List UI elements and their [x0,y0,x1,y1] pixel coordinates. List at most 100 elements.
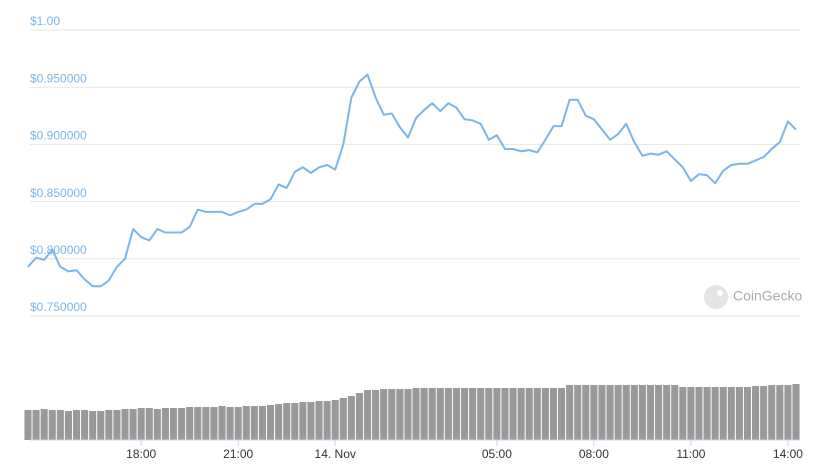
volume-bar [461,388,469,440]
volume-bar [719,387,727,440]
volume-bar [533,388,541,440]
volume-bar [582,385,590,440]
volume-bar [355,393,363,440]
volume-bar [202,407,210,440]
volume-bar [671,385,679,440]
volume-bar [40,409,48,440]
volume-bar [760,386,768,440]
x-tick-label: 14. Nov [315,447,356,461]
volume-bar [420,388,428,440]
volume-bar [194,407,202,440]
volume-bar [56,410,64,440]
volume-bar [186,407,194,440]
volume-bar [331,400,339,440]
volume-bar [97,411,105,440]
volume-bar [655,385,663,440]
volume-bar [469,388,477,440]
volume-bar [711,387,719,440]
y-tick-label: $1.00 [30,14,60,28]
price-line [27,73,797,288]
volume-bar [695,387,703,440]
volume-bar [258,406,266,440]
volume-bar [169,408,178,440]
x-tick-label: 08:00 [579,447,609,461]
volume-bar [679,387,687,440]
watermark-logo-eye [717,290,723,296]
volume-bar [574,385,582,440]
volume-bar [299,402,307,440]
volume-bar [509,388,517,440]
volume-bar [388,389,396,440]
volume-bar [307,402,315,440]
volume-bar [558,388,566,440]
x-tick-label: 11:00 [676,447,705,461]
y-tick-label: $0.850000 [30,186,87,200]
volume-bar [549,388,558,440]
volume-bar [436,388,444,440]
y-tick-label: $0.900000 [30,129,87,143]
watermark: CoinGecko [704,285,802,309]
volume-bar [646,385,655,440]
x-tick-label: 05:00 [482,447,512,461]
volume-bar [48,410,56,440]
volume-bar [396,389,404,440]
volume-bar [590,385,598,440]
volume-bar [153,409,161,440]
volume-bar [32,410,40,440]
volume-bar [64,411,72,440]
volume-bar [428,388,436,440]
volume-bar [412,388,420,440]
volume-bar [663,385,671,440]
volume-bar [137,408,145,440]
volume-bar [727,387,735,440]
volume-bar [792,384,800,440]
volume-bar [210,407,218,440]
volume-bar [113,410,121,440]
volume-bar [477,388,485,440]
volume-bar [638,385,646,440]
volume-bar [768,385,776,440]
volume-bar [525,388,533,440]
volume-bar [517,388,525,440]
volume-bar [363,390,372,440]
volume-bar [283,403,291,440]
volume-bar [444,388,452,440]
x-tick-label: 18:00 [126,447,156,461]
volume-bar [493,388,501,440]
volume-bar [743,387,752,440]
volume-bar [622,385,630,440]
x-tick-label: 14:00 [773,447,803,461]
x-tick-label: 21:00 [223,447,253,461]
volume-bar [81,410,89,440]
y-tick-label: $0.950000 [30,71,87,85]
volume-bar [105,410,113,440]
volume-bar [323,401,331,440]
volume-bar [347,396,355,440]
volume-bar [541,388,549,440]
volume-bar [250,406,258,440]
volume-bar [339,398,347,440]
volume-bar [784,385,792,440]
watermark-logo [704,285,728,309]
volume-bar [452,388,461,440]
y-tick-label: $0.800000 [30,243,87,257]
volume-bar [72,410,81,440]
volume-bar [242,406,250,440]
volume-bar [735,387,743,440]
volume-bar [129,409,137,440]
volume-bar [614,385,622,440]
volume-bar [234,407,242,440]
volume-bar [372,390,380,440]
volume-bar [776,385,784,440]
volume-bar [404,389,412,440]
volume-bar [145,408,153,440]
volume-bar [630,385,638,440]
volume-bar [266,405,275,440]
volume-bar [291,403,299,440]
volume-bar [89,411,97,440]
volume-bar [315,401,323,440]
volume-bar [226,407,234,440]
watermark-text: CoinGecko [733,288,802,304]
volume-bar [178,408,186,440]
